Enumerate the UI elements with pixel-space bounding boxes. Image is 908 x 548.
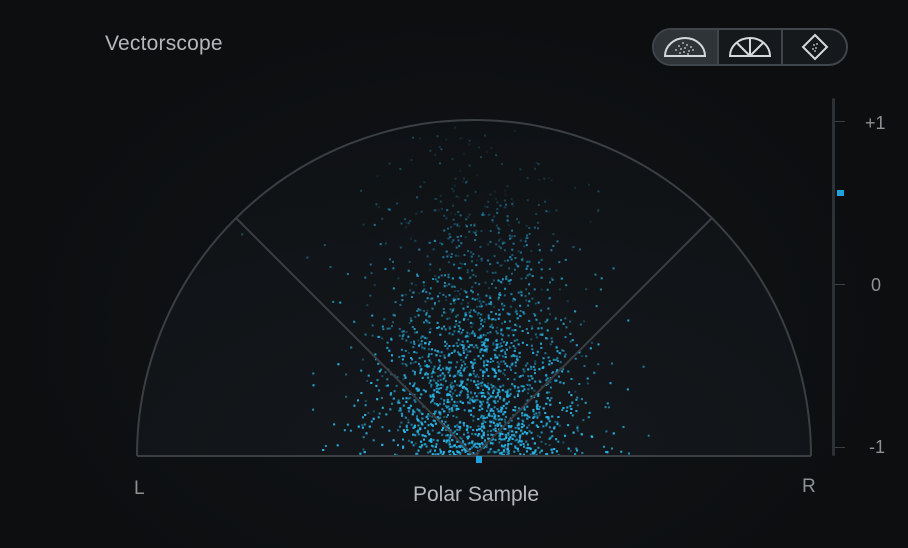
center-marker	[476, 456, 482, 463]
correlation-tick-bottom	[835, 447, 845, 448]
left-channel-label: L	[134, 478, 145, 499]
correlation-meter-track	[832, 98, 835, 456]
scope-left-diagonal	[235, 217, 475, 457]
polar-level-icon	[728, 37, 772, 57]
correlation-label-zero: 0	[871, 275, 882, 295]
right-channel-label: R	[802, 476, 816, 497]
correlation-value-marker	[837, 189, 844, 196]
lissajous-mode-button[interactable]	[783, 30, 846, 64]
scope-background	[137, 120, 811, 456]
scope-right-diagonal	[473, 217, 713, 457]
correlation-label-minus-one: -1	[869, 437, 886, 457]
correlation-label-plus-one: +1	[865, 113, 886, 133]
display-mode-selector	[652, 28, 848, 66]
polar-sample-mode-button[interactable]	[654, 30, 719, 64]
polar-level-mode-button[interactable]	[719, 30, 784, 64]
panel-title: Vectorscope	[105, 32, 223, 55]
scope-outline-arc	[136, 119, 812, 457]
correlation-tick-mid	[835, 284, 845, 285]
display-mode-label: Polar Sample	[412, 483, 540, 506]
correlation-tick-top	[835, 121, 845, 122]
lissajous-icon	[801, 33, 829, 61]
sample-cloud	[241, 120, 650, 456]
polar-sample-icon	[664, 37, 707, 57]
